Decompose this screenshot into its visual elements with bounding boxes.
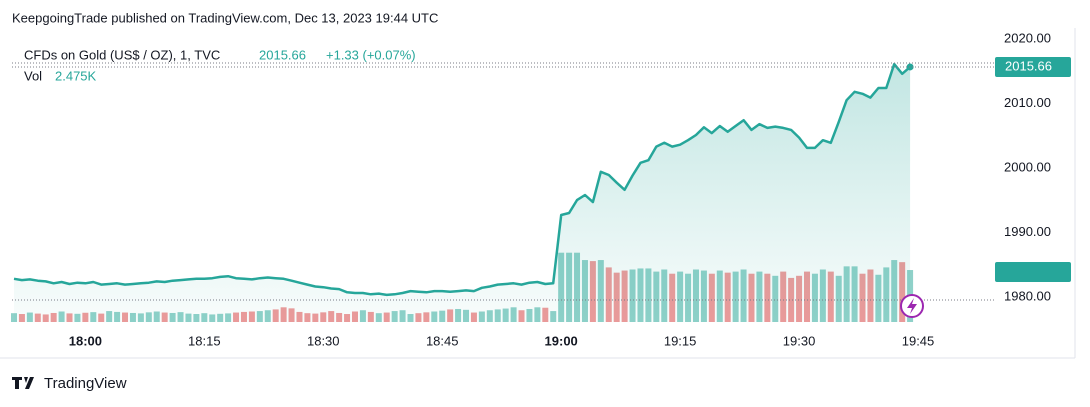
volume-legend: Vol: [24, 68, 42, 83]
volume-label-box: [995, 262, 1071, 282]
y-tick-label: 1990.00: [1004, 224, 1051, 239]
last-price: 2015.66: [259, 47, 306, 62]
symbol-title: CFDs on Gold (US$ / OZ), 1, TVC: [24, 47, 220, 62]
logo: [12, 377, 34, 389]
y-tick-label: 2020.00: [1004, 30, 1051, 45]
x-tick-label: 19:45: [902, 333, 935, 348]
alert-icon[interactable]: [900, 294, 924, 318]
last-point: [906, 63, 914, 71]
x-tick-label: 19:00: [545, 333, 578, 348]
plot: [11, 62, 995, 322]
price-area: [14, 64, 911, 322]
volume-value: 2.475K: [55, 68, 97, 83]
y-tick-label: 1980.00: [1004, 288, 1051, 303]
x-tick-label: 18:45: [426, 333, 459, 348]
footer-brand: TradingView: [44, 375, 127, 392]
x-tick-label: 19:15: [664, 333, 697, 348]
price-change: +1.33 (+0.07%): [326, 47, 416, 62]
y-tick-label: 2010.00: [1004, 95, 1051, 110]
x-tick-label: 18:15: [188, 333, 221, 348]
price-line: [13, 62, 911, 297]
publisher: KeepgoingTrade published on TradingView.…: [12, 10, 438, 25]
x-tick-label: 19:30: [783, 333, 816, 348]
y-tick-label: 2000.00: [1004, 159, 1051, 174]
price-label-box: [995, 56, 1071, 77]
x-tick-label: 18:00: [69, 333, 102, 348]
x-tick-label: 18:30: [307, 333, 340, 348]
price-axis-label: 2015.66: [1005, 58, 1052, 73]
